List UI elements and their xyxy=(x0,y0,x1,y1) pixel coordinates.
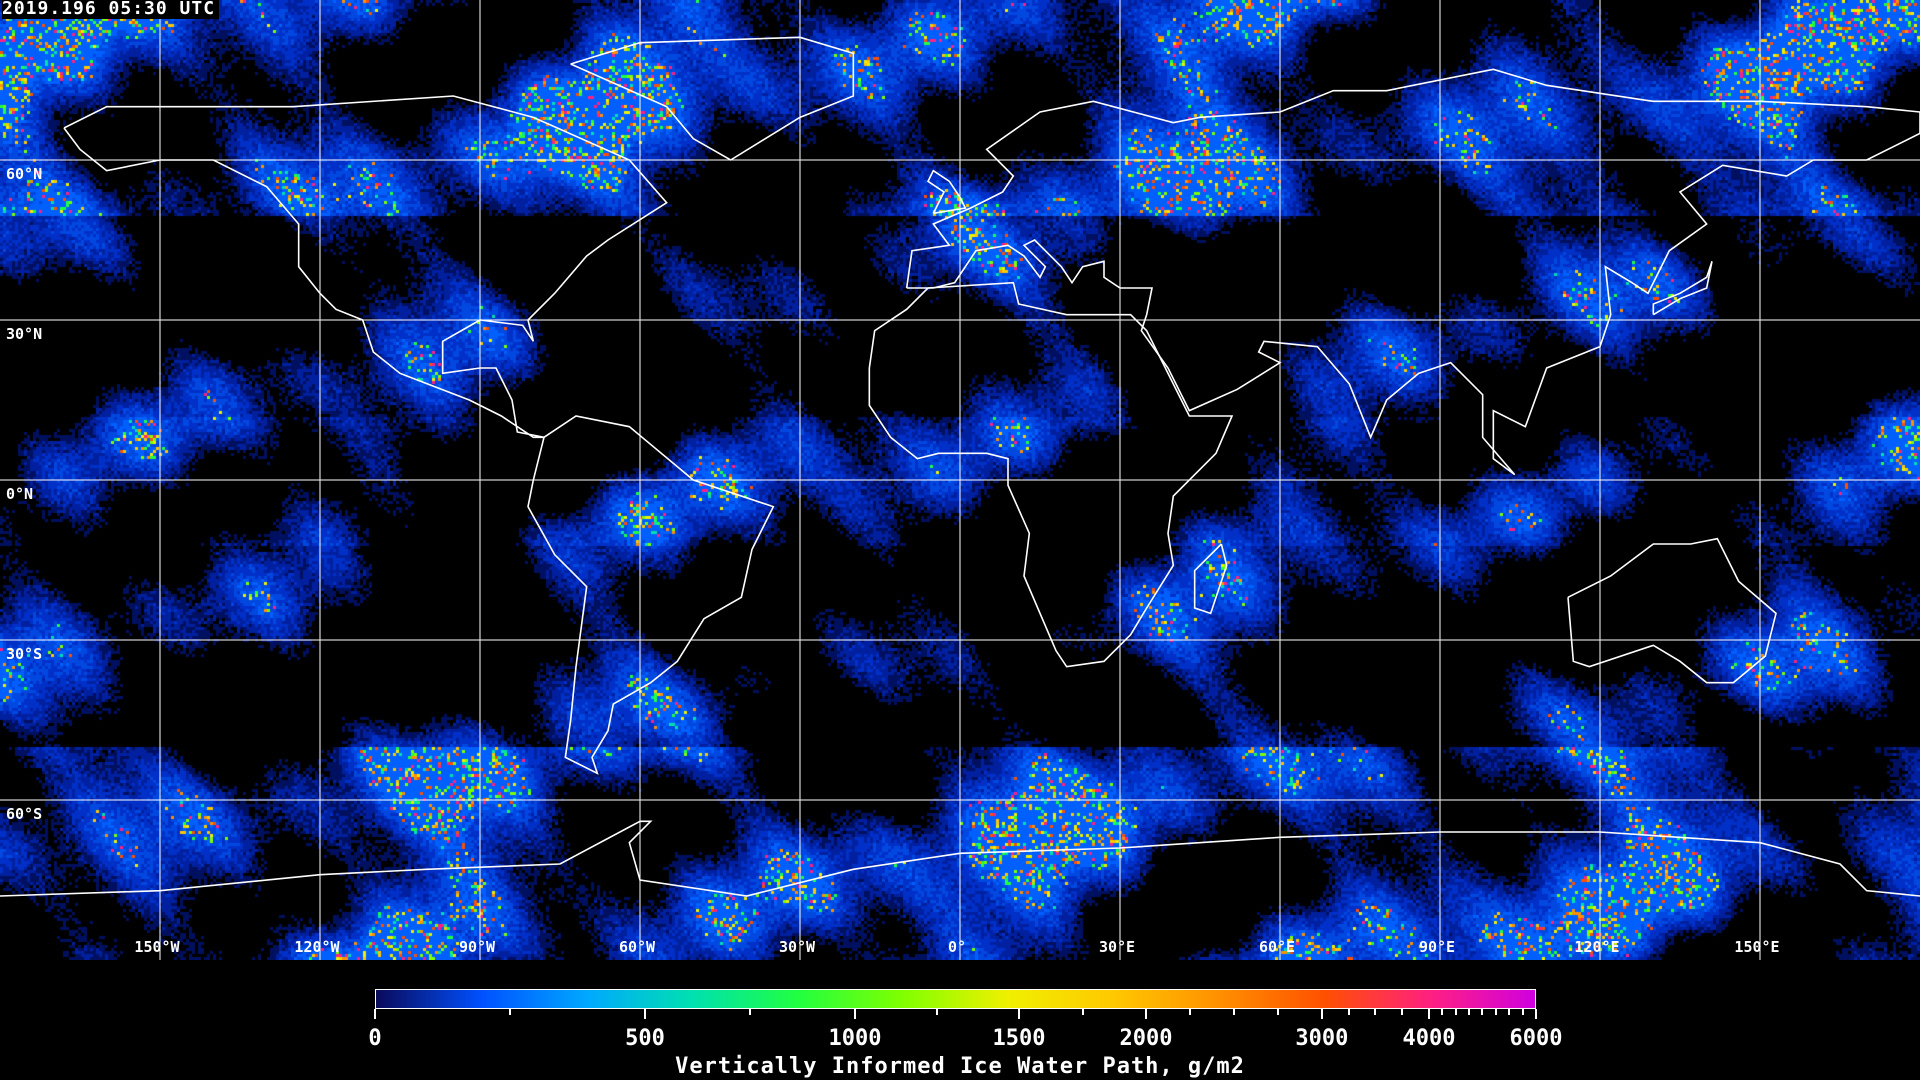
map-overlay xyxy=(0,0,1920,960)
colorbar-minor-tick xyxy=(1276,1009,1279,1015)
longitude-label: 0° xyxy=(947,938,967,956)
colorbar-major-tick xyxy=(1427,1009,1430,1019)
latitude-label: 60°N xyxy=(6,165,43,183)
colorbar-major-tick xyxy=(1145,1009,1148,1019)
colorbar-minor-tick xyxy=(1347,1009,1350,1015)
colorbar-minor-tick xyxy=(1232,1009,1235,1015)
colorbar-tick-label: 6000 xyxy=(1509,1026,1563,1051)
colorbar-major-tick xyxy=(1320,1009,1323,1019)
colorbar-minor-tick xyxy=(1481,1009,1484,1015)
colorbar-title: Vertically Informed Ice Water Path, g/m2 xyxy=(675,1054,1245,1079)
colorbar-minor-tick xyxy=(1494,1009,1497,1015)
colorbar-major-tick xyxy=(1018,1009,1020,1019)
colorbar-minor-tick xyxy=(1374,1009,1377,1015)
longitude-label: 60°E xyxy=(1258,938,1296,956)
longitude-label: 120°W xyxy=(294,938,340,956)
colorbar-tick-label: 500 xyxy=(625,1026,665,1051)
colorbar-minor-tick xyxy=(749,1009,751,1015)
coastline-australia xyxy=(1567,537,1777,684)
colorbar-major-tick xyxy=(1535,1009,1537,1019)
colorbar-minor-tick xyxy=(1188,1009,1191,1015)
coastline-eurasia xyxy=(905,68,1920,476)
timestamp: 2019.196 05:30 UTC xyxy=(2,0,220,19)
coastline-madagascar xyxy=(1193,543,1228,615)
longitude-label: 90°W xyxy=(458,938,496,956)
coastline-north-america xyxy=(63,95,668,439)
colorbar-minor-tick xyxy=(1441,1009,1444,1015)
colorbar-tick-label: 1500 xyxy=(992,1026,1046,1051)
longitude-label: 150°E xyxy=(1734,938,1780,956)
colorbar-ticks xyxy=(0,1009,1920,1039)
coastline-great-britain xyxy=(926,169,967,215)
colorbar xyxy=(375,989,1536,1009)
colorbar-minor-tick xyxy=(1468,1009,1471,1015)
coastline-africa xyxy=(868,281,1234,668)
colorbar-minor-tick xyxy=(509,1009,512,1015)
colorbar-tick-label: 4000 xyxy=(1402,1026,1456,1051)
longitude-label: 60°W xyxy=(618,938,656,956)
colorbar-minor-tick xyxy=(1401,1009,1404,1015)
coastline-greenland xyxy=(570,36,855,161)
colorbar-tick-label: 2000 xyxy=(1119,1026,1173,1051)
longitude-label: 30°E xyxy=(1098,938,1136,956)
colorbar-minor-tick xyxy=(1508,1009,1511,1015)
colorbar-tick-label: 0 xyxy=(368,1026,382,1051)
latitude-label: 30°S xyxy=(6,645,43,663)
colorbar-major-tick xyxy=(644,1009,647,1019)
colorbar-major-tick xyxy=(374,1009,376,1019)
colorbar-major-tick xyxy=(853,1009,856,1019)
coastline-japan xyxy=(1652,261,1713,316)
colorbar-tick-label: 3000 xyxy=(1295,1026,1349,1051)
ice-water-path-map: 2019.196 05:30 UTC 60°N 30°N 0°N 30°S 60°S 1… xyxy=(0,0,1920,960)
colorbar-minor-tick xyxy=(1454,1009,1457,1015)
longitude-label: 120°E xyxy=(1574,938,1620,956)
colorbar-tick-label: 1000 xyxy=(828,1026,882,1051)
coastline-south-america xyxy=(527,415,775,775)
latitude-label: 60°S xyxy=(6,805,43,823)
longitude-label: 30°W xyxy=(778,938,816,956)
colorbar-minor-tick xyxy=(1521,1009,1524,1015)
longitude-label: 90°E xyxy=(1418,938,1456,956)
colorbar-minor-tick xyxy=(1081,1009,1084,1015)
latitude-label: 30°N xyxy=(6,325,43,343)
longitude-label: 150°W xyxy=(134,938,180,956)
latitude-label: 0°N xyxy=(6,485,34,503)
colorbar-minor-tick xyxy=(935,1009,938,1015)
